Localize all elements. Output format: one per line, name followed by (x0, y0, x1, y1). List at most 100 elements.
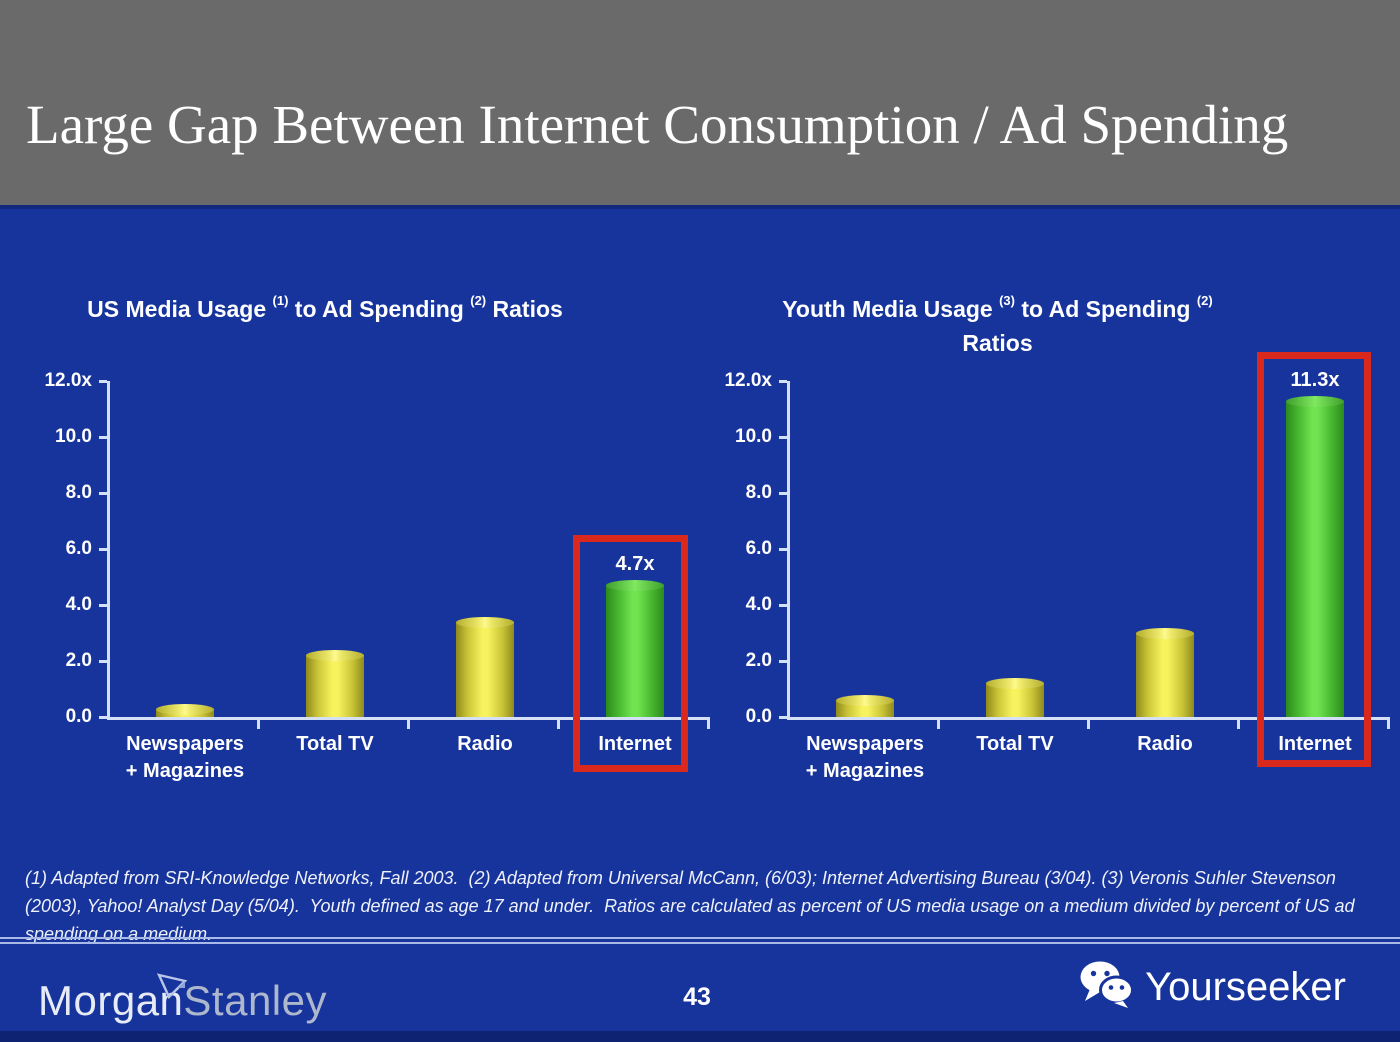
footnote-ref: (2) (1196, 293, 1213, 309)
bar-radio (456, 617, 514, 717)
bottom-strip (0, 1031, 1400, 1042)
chart-title-line: US Media Usage (1) to Ad Spending (2) Ra… (30, 292, 620, 326)
category-label-line: Internet (1278, 733, 1352, 755)
brand-word-morgan: Morgan (38, 977, 184, 1024)
category-label-line: Internet (598, 733, 672, 755)
morgan-stanley-logo: MorganStanley (38, 973, 327, 1024)
y-axis-tick (779, 548, 787, 551)
chart-title-text: Ratios (962, 330, 1033, 356)
category-label-internet: Internet (1232, 731, 1398, 758)
y-axis-tick-label: 4.0 (65, 594, 92, 615)
category-label-line: Radio (1137, 733, 1193, 755)
y-axis-tick (99, 716, 107, 719)
chart-title-us: US Media Usage (1) to Ad Spending (2) Ra… (30, 292, 620, 326)
chart-title-line: Ratios (700, 326, 1295, 360)
y-axis-tick-label: 2.0 (65, 650, 92, 671)
category-label-line: + Magazines (805, 760, 925, 782)
watermark-label: Yourseeker (1145, 964, 1346, 1009)
footnote-ref: (3) (999, 293, 1015, 309)
y-axis-tick (99, 492, 107, 495)
y-axis-tick-label: 6.0 (65, 538, 92, 559)
category-label-line: Newspapers (126, 733, 244, 755)
highlight-box-internet-youth (1257, 352, 1371, 767)
chart-us-media-usage: 12.0x 10.0 8.0 6.0 4.0 2.0 0.0 4.7x Newspapers + … (30, 368, 720, 808)
y-axis-tick (779, 436, 787, 439)
page-number: 43 (683, 983, 711, 1011)
footnote: (1) Adapted from SRI-Knowledge Networks,… (25, 868, 1360, 944)
x-axis-tick (557, 720, 560, 729)
chart-title-line: Youth Media Usage (3) to Ad Spending (2) (700, 292, 1295, 326)
category-label-line: + Magazines (125, 760, 245, 782)
y-axis-tick-label: 10.0 (735, 426, 772, 447)
footnote-ref: (1) (272, 293, 289, 309)
morgan-stanley-delta-icon (156, 964, 190, 1006)
chart-title-text: to Ad Spending (1014, 296, 1197, 322)
chart-title-text: to Ad Spending (288, 296, 471, 322)
category-label-radio: Radio (1082, 731, 1248, 758)
x-axis-tick (257, 720, 260, 729)
y-axis-tick-label: 4.0 (745, 594, 772, 615)
x-axis-tick (1087, 720, 1090, 729)
bar-internet (606, 580, 664, 717)
y-axis-tick (779, 492, 787, 495)
value-label-internet: 4.7x (615, 553, 655, 575)
category-label-newspapers-magazines: Newspapers + Magazines (782, 731, 948, 785)
bar-radio (1136, 628, 1194, 717)
slide-title: Large Gap Between Internet Consumption /… (26, 94, 1289, 155)
y-axis-tick (99, 660, 107, 663)
y-axis-tick-label: 0.0 (65, 706, 92, 727)
value-label-internet: 11.3x (1290, 369, 1340, 391)
bar-newspapers-magazines (156, 704, 214, 717)
wechat-icon (1079, 960, 1135, 1013)
category-label-radio: Radio (402, 731, 568, 758)
y-axis-tick-label: 6.0 (745, 538, 772, 559)
bar-total-tv (306, 650, 364, 717)
bar-internet (1286, 396, 1344, 717)
chart-title-text: Ratios (486, 296, 563, 322)
y-axis-tick (99, 604, 107, 607)
bar-newspapers-magazines (836, 695, 894, 717)
y-axis-tick-label: 12.0x (44, 370, 92, 391)
footer-divider (0, 937, 1400, 944)
y-axis-tick (99, 548, 107, 551)
category-label-line: Newspapers (806, 733, 924, 755)
plot-area (107, 381, 710, 720)
category-label-total-tv: Total TV (252, 731, 418, 758)
y-axis-tick (779, 660, 787, 663)
chart-title-youth: Youth Media Usage (3) to Ad Spending (2)… (700, 292, 1295, 360)
y-axis-tick (779, 380, 787, 383)
y-axis-tick (779, 604, 787, 607)
category-label-total-tv: Total TV (932, 731, 1098, 758)
chart-title-text: US Media Usage (87, 296, 273, 322)
plot-area (787, 381, 1390, 720)
category-label-internet: Internet (552, 731, 718, 758)
y-axis-tick-label: 10.0 (55, 426, 92, 447)
y-axis-tick (99, 380, 107, 383)
category-label-newspapers-magazines: Newspapers + Magazines (102, 731, 268, 785)
brand-word-stanley: Stanley (183, 977, 327, 1024)
x-axis-tick (1387, 720, 1390, 729)
highlight-box-internet-us (573, 535, 688, 772)
slide-header: Large Gap Between Internet Consumption /… (0, 0, 1400, 205)
x-axis-tick (937, 720, 940, 729)
y-axis-tick-label: 8.0 (65, 482, 92, 503)
header-divider (0, 205, 1400, 209)
category-label-line: Total TV (296, 733, 374, 755)
chart-title-text: Youth Media Usage (782, 296, 1000, 322)
y-axis-tick-label: 0.0 (745, 706, 772, 727)
x-axis-tick (707, 720, 710, 729)
y-axis-tick (779, 716, 787, 719)
y-axis-tick-label: 12.0x (724, 370, 772, 391)
footnote-ref: (2) (470, 293, 487, 309)
y-axis-tick (99, 436, 107, 439)
y-axis-tick-label: 2.0 (745, 650, 772, 671)
category-label-line: Radio (457, 733, 513, 755)
watermark: Yourseeker (1079, 960, 1346, 1013)
chart-youth-media-usage: 12.0x 10.0 8.0 6.0 4.0 2.0 0.0 11.3x Newspapers +… (710, 368, 1400, 808)
bar-total-tv (986, 678, 1044, 717)
y-axis-tick-label: 8.0 (745, 482, 772, 503)
x-axis-tick (1237, 720, 1240, 729)
category-label-line: Total TV (976, 733, 1054, 755)
x-axis-tick (407, 720, 410, 729)
